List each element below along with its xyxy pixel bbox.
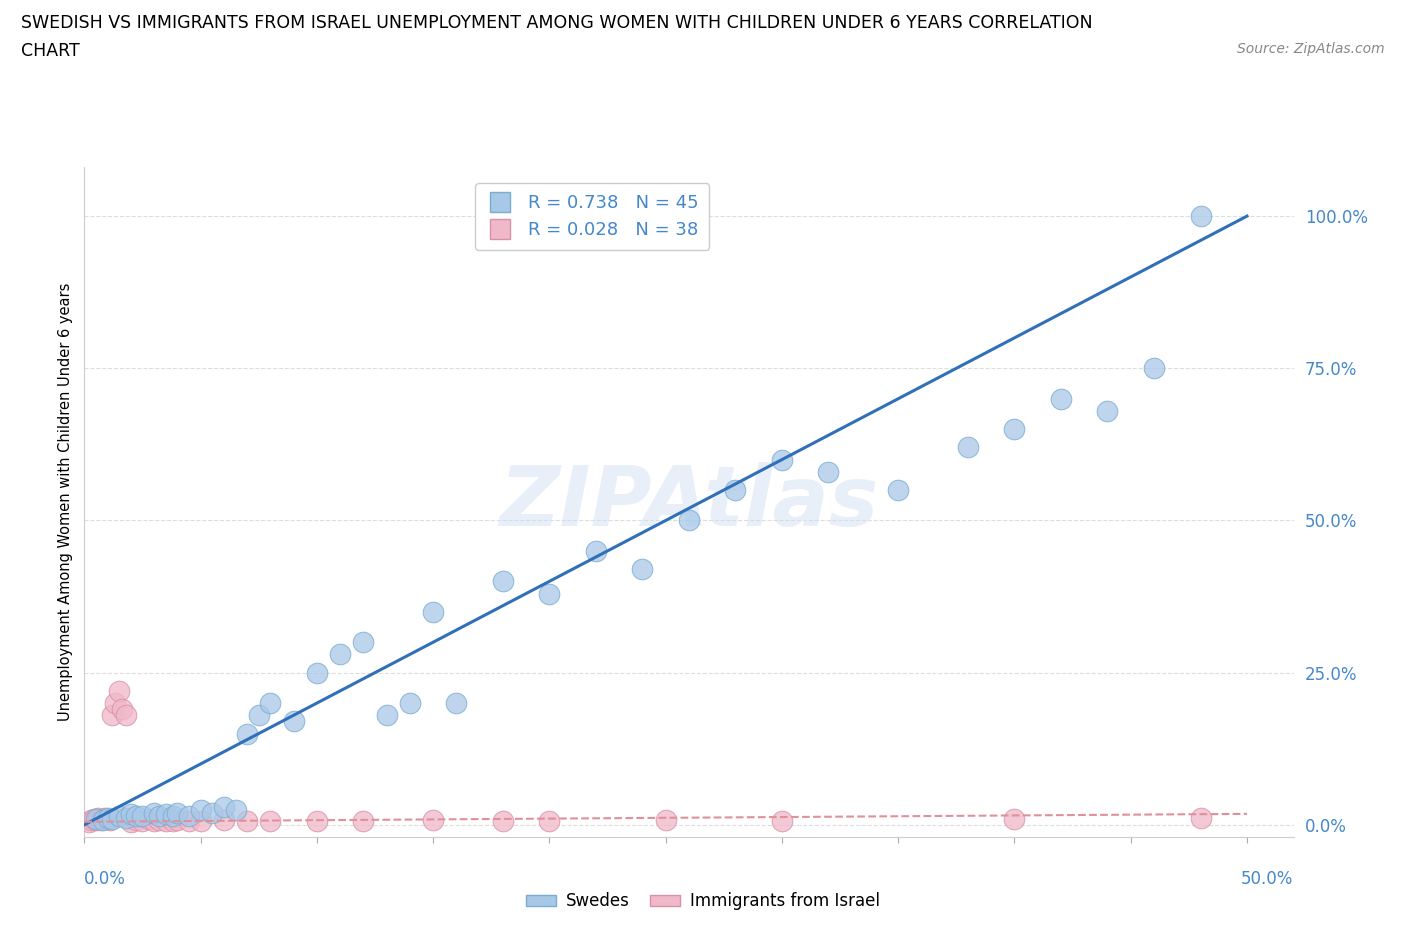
Point — [101, 708, 124, 723]
Point — [538, 813, 561, 828]
Point — [329, 647, 352, 662]
Point — [770, 813, 793, 828]
Point — [177, 808, 200, 823]
Point — [162, 814, 184, 829]
Text: ZIPAtlas: ZIPAtlas — [499, 461, 879, 543]
Point — [492, 814, 515, 829]
Text: SWEDISH VS IMMIGRANTS FROM ISRAEL UNEMPLOYMENT AMONG WOMEN WITH CHILDREN UNDER 6: SWEDISH VS IMMIGRANTS FROM ISRAEL UNEMPL… — [21, 14, 1092, 32]
Point — [148, 813, 170, 828]
Text: 0.0%: 0.0% — [84, 870, 127, 887]
Point — [177, 813, 200, 828]
Point — [375, 708, 398, 723]
Point — [538, 586, 561, 601]
Point — [155, 813, 177, 828]
Point — [305, 814, 328, 829]
Point — [190, 803, 212, 817]
Point — [259, 696, 281, 711]
Point — [259, 813, 281, 828]
Point — [352, 635, 374, 650]
Point — [84, 813, 107, 828]
Point — [247, 708, 270, 723]
Point — [422, 813, 444, 828]
Legend: Swedes, Immigrants from Israel: Swedes, Immigrants from Israel — [519, 885, 887, 917]
Text: Source: ZipAtlas.com: Source: ZipAtlas.com — [1237, 42, 1385, 56]
Point — [91, 813, 114, 828]
Point — [352, 813, 374, 828]
Point — [305, 665, 328, 680]
Point — [124, 808, 146, 823]
Point — [283, 714, 305, 729]
Point — [131, 808, 153, 823]
Point — [80, 813, 103, 828]
Point — [678, 513, 700, 528]
Point — [148, 808, 170, 823]
Point — [1004, 421, 1026, 436]
Point — [90, 813, 112, 828]
Point — [1097, 404, 1119, 418]
Y-axis label: Unemployment Among Women with Children Under 6 years: Unemployment Among Women with Children U… — [58, 283, 73, 722]
Point — [166, 805, 188, 820]
Point — [84, 811, 107, 826]
Point — [817, 464, 839, 479]
Point — [110, 702, 132, 717]
Point — [1143, 361, 1166, 376]
Point — [131, 813, 153, 828]
Point — [91, 811, 114, 826]
Point — [212, 813, 235, 828]
Point — [108, 808, 131, 823]
Point — [212, 799, 235, 814]
Point — [166, 813, 188, 828]
Point — [201, 805, 224, 820]
Point — [654, 813, 676, 828]
Point — [1050, 392, 1073, 406]
Point — [1004, 811, 1026, 826]
Point — [492, 574, 515, 589]
Point — [1189, 208, 1212, 223]
Point — [104, 696, 127, 711]
Point — [138, 811, 160, 826]
Text: CHART: CHART — [21, 42, 80, 60]
Point — [108, 684, 131, 698]
Point — [83, 811, 105, 826]
Point — [422, 604, 444, 619]
Point — [1189, 810, 1212, 825]
Point — [97, 811, 120, 826]
Point — [887, 483, 910, 498]
Legend: R = 0.738   N = 45, R = 0.028   N = 38: R = 0.738 N = 45, R = 0.028 N = 38 — [475, 183, 709, 250]
Point — [101, 811, 124, 826]
Point — [94, 810, 117, 825]
Point — [115, 810, 138, 825]
Point — [98, 813, 121, 828]
Point — [77, 815, 100, 830]
Point — [236, 726, 259, 741]
Point — [124, 813, 146, 828]
Point — [143, 805, 166, 820]
Point — [585, 543, 607, 558]
Point — [399, 696, 422, 711]
Text: 50.0%: 50.0% — [1241, 870, 1294, 887]
Point — [190, 814, 212, 829]
Point — [115, 708, 138, 723]
Point — [631, 562, 654, 577]
Point — [724, 483, 747, 498]
Point — [956, 440, 979, 455]
Point — [97, 810, 120, 825]
Point — [770, 452, 793, 467]
Point — [120, 815, 142, 830]
Point — [155, 806, 177, 821]
Point — [446, 696, 468, 711]
Point — [143, 814, 166, 829]
Point — [120, 806, 142, 821]
Point — [225, 803, 247, 817]
Point — [236, 814, 259, 829]
Point — [87, 810, 110, 825]
Point — [162, 808, 184, 823]
